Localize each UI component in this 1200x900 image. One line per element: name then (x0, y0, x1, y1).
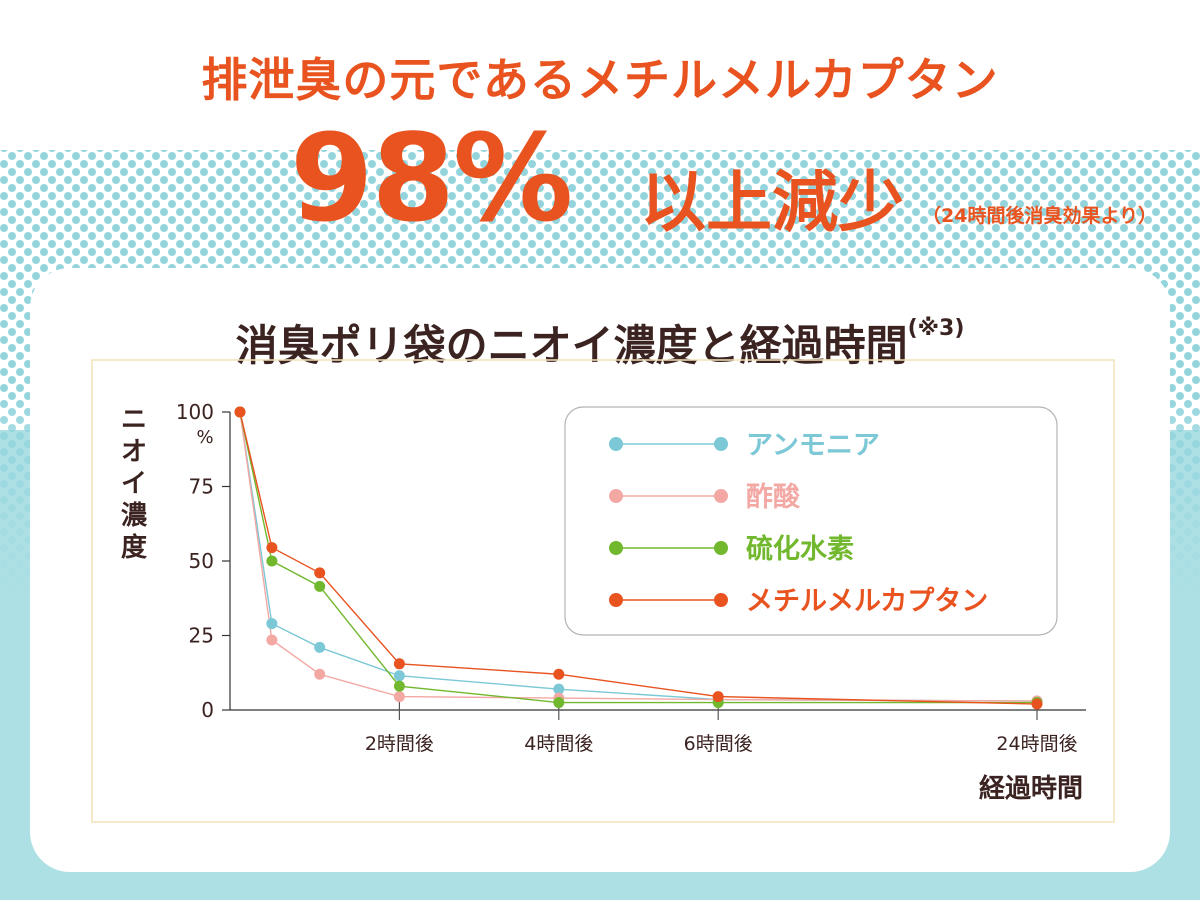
data-point (1031, 698, 1043, 710)
y-axis-label-char: 濃 (121, 501, 148, 531)
data-point (314, 567, 326, 579)
headline-intro: 排泄臭の元であるメチルメルカプタン (201, 53, 999, 107)
legend-marker (714, 593, 728, 607)
data-point (266, 618, 278, 630)
legend-marker (714, 437, 728, 451)
series-group (234, 406, 1043, 710)
reduction-note: （24時間後消臭効果より） (922, 205, 1158, 227)
y-tick-label: 50 (189, 549, 214, 573)
legend-marker (714, 541, 728, 555)
y-axis-label-char: 度 (121, 532, 147, 563)
legend-box (564, 406, 1058, 636)
data-point (266, 634, 278, 646)
data-point (266, 555, 278, 567)
data-point (553, 683, 565, 695)
legend-marker (609, 541, 623, 555)
data-point (712, 691, 724, 703)
y-axis-label-char: イ (121, 469, 147, 499)
data-point (314, 641, 326, 653)
x-tick-label: 4時間後 (524, 733, 593, 755)
data-point (553, 668, 565, 680)
chart-title-note: (※3) (907, 316, 965, 341)
legend-marker (609, 593, 623, 607)
y-axis-label-char: ニ (121, 405, 147, 435)
legend-marker (609, 489, 623, 503)
data-point (393, 680, 405, 692)
y-tick-label: 25 (189, 624, 214, 648)
x-tick-label: 2時間後 (365, 733, 434, 755)
y-tick-label: 75 (189, 475, 214, 499)
chart-title: 消臭ポリ袋のニオイ濃度と経過時間(※3) (0, 312, 1200, 373)
legend-marker (609, 437, 623, 451)
legend-label: メチルメルカプタン (746, 586, 988, 617)
y-tick-label: 0 (201, 698, 214, 722)
x-tick-label: 24時間後 (996, 733, 1077, 755)
x-axis-label: 経過時間 (979, 773, 1083, 804)
y-tick-label: 100 (176, 400, 214, 424)
chart-title-text: 消臭ポリ袋のニオイ濃度と経過時間 (235, 321, 908, 370)
reduction-percent: 98% (290, 110, 573, 249)
legend-label: 硫化水素 (746, 533, 854, 565)
data-point (393, 670, 405, 682)
data-point (314, 580, 326, 592)
legend-marker (714, 489, 728, 503)
legend-label: アンモニア (746, 430, 880, 461)
data-point (553, 697, 565, 709)
reduction-suffix: 以上減少 (640, 164, 904, 241)
y-unit-label: % (196, 427, 213, 448)
legend-label: 酢酸 (746, 482, 801, 513)
chart-frame (91, 359, 1115, 823)
axes: 0 25 50 75 100% 2時間後 4時間後 6時間後 24時間後 (176, 400, 1086, 755)
y-axis-label: ニオイ濃度 (121, 405, 148, 563)
x-tick-label: 6時間後 (684, 733, 753, 755)
y-axis-label-char: オ (121, 437, 147, 467)
data-point (393, 691, 405, 703)
data-point (393, 658, 405, 670)
headline-main: 98% 以上減少 （24時間後消臭効果より） (0, 118, 1200, 248)
data-point (314, 668, 326, 680)
data-point (266, 542, 278, 554)
data-point (234, 406, 246, 418)
